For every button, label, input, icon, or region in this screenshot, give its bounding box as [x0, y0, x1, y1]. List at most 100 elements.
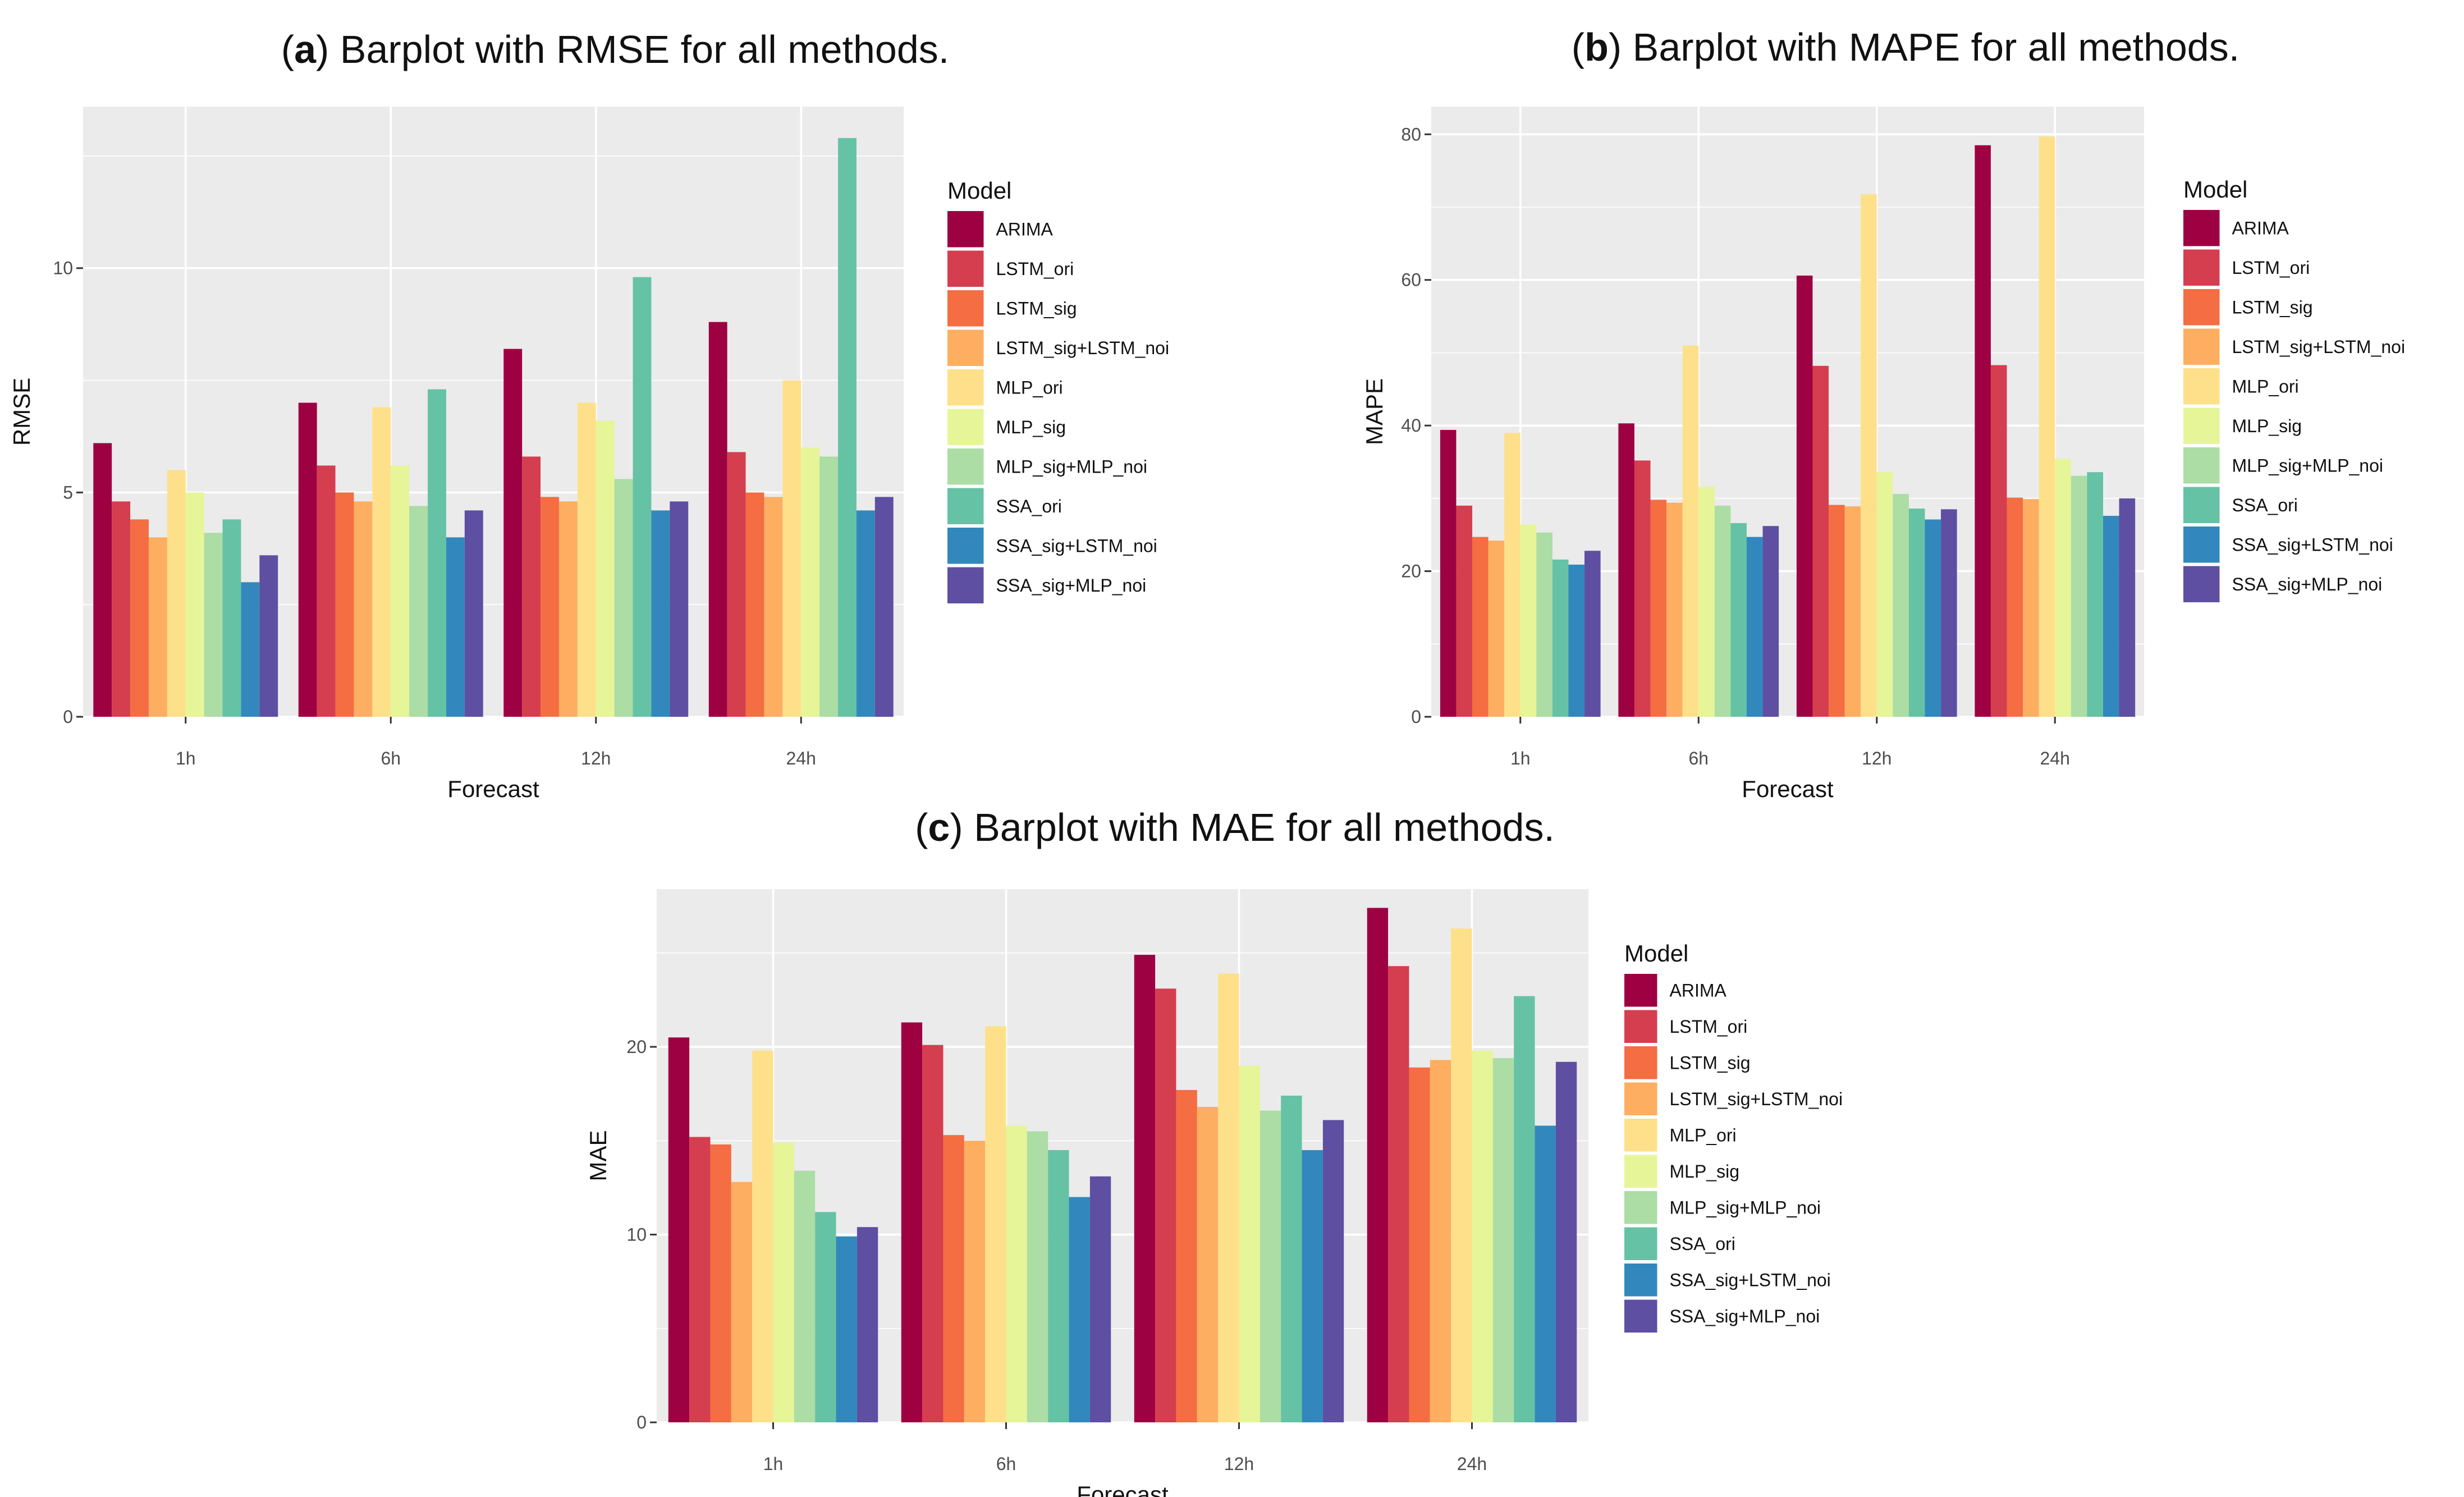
- legend-key-MLP_sig+MLP_noi: [947, 448, 984, 485]
- bar-SSA_ori-24h: [838, 138, 857, 717]
- legend-label: MLP_ori: [1670, 1125, 1737, 1145]
- bar-SSA_sig+MLP_noi-12h: [670, 501, 689, 717]
- chart-panel-c: (c) Barplot with MAE for all methods. 0 10…: [585, 805, 1843, 1497]
- legend-key-SSA_sig+LSTM_noi: [1624, 1263, 1657, 1297]
- legend-key-SSA_sig+MLP_noi: [1624, 1299, 1657, 1333]
- bar-SSA_sig+LSTM_noi-24h: [1535, 1125, 1556, 1422]
- bar-ARIMA-12h: [503, 349, 523, 717]
- x-axis-title: Forecast: [1742, 776, 1834, 802]
- legend-label: SSA_ori: [996, 496, 1062, 516]
- legend-key-LSTM_sig+LSTM_noi: [947, 329, 984, 366]
- legend-label: SSA_sig+MLP_noi: [1670, 1306, 1820, 1326]
- bar-LSTM_ori-6h: [922, 1045, 944, 1422]
- legend-label: SSA_sig+MLP_noi: [2232, 574, 2383, 594]
- x-tick-label: 6h: [1688, 748, 1709, 768]
- legend-key-MLP_ori: [1624, 1119, 1657, 1152]
- legend-title: Model: [1624, 940, 1688, 967]
- bar-SSA_sig+LSTM_noi-6h: [446, 537, 465, 717]
- bar-MLP_ori-12h: [577, 402, 596, 717]
- bar-LSTM_sig-12h: [541, 497, 559, 717]
- bar-MLP_ori-24h: [1451, 928, 1472, 1422]
- legend-key-LSTM_sig: [947, 290, 984, 327]
- bar-SSA_sig+LSTM_noi-12h: [1302, 1150, 1323, 1422]
- legend-key-ARIMA: [1624, 974, 1657, 1007]
- bar-LSTM_ori-12h: [1155, 988, 1176, 1422]
- bar-LSTM_sig+LSTM_noi-1h: [731, 1182, 753, 1422]
- bar-LSTM_ori-6h: [1634, 460, 1651, 717]
- bar-LSTM_ori-24h: [1388, 966, 1409, 1422]
- y-axis-title: MAE: [585, 1130, 611, 1181]
- legend-key-MLP_sig+MLP_noi: [2183, 447, 2220, 484]
- legend-key-LSTM_sig: [2183, 289, 2220, 326]
- legend-key-MLP_sig: [947, 409, 984, 445]
- bar-ARIMA-6h: [298, 402, 317, 717]
- bar-ARIMA-1h: [93, 443, 112, 717]
- bar-SSA_ori-24h: [2087, 472, 2103, 717]
- bar-LSTM_sig-6h: [1650, 500, 1667, 717]
- bar-LSTM_sig+LSTM_noi-12h: [1844, 506, 1861, 717]
- bar-SSA_ori-6h: [1730, 523, 1747, 717]
- chart-caption: (c) Barplot with MAE for all methods.: [915, 805, 1555, 849]
- bar-SSA_ori-12h: [1908, 509, 1925, 717]
- caption-prefix: (: [1572, 25, 1584, 69]
- bar-LSTM_ori-1h: [112, 501, 131, 717]
- legend-key-LSTM_sig+LSTM_noi: [2183, 328, 2220, 365]
- legend-label: MLP_ori: [2232, 376, 2299, 396]
- caption-prefix: (: [915, 805, 928, 849]
- legend-key-SSA_sig+MLP_noi: [2183, 566, 2220, 602]
- legend: Model ARIMA LSTM_ori LSTM_sig LSTM_sig+LSTM_…: [2183, 176, 2405, 602]
- bar-LSTM_sig+LSTM_noi-1h: [1488, 541, 1505, 717]
- y-tick-label: 0: [1411, 707, 1421, 727]
- legend-label: LSTM_ori: [2232, 258, 2310, 278]
- legend-key-MLP_ori: [2183, 368, 2220, 405]
- legend-label: ARIMA: [996, 219, 1054, 239]
- bar-SSA_ori-12h: [1281, 1095, 1302, 1422]
- bar-SSA_sig+MLP_noi-24h: [874, 497, 894, 717]
- caption-prefix: (: [281, 28, 294, 71]
- bar-SSA_sig+MLP_noi-24h: [2119, 498, 2136, 717]
- caption-text: ) Barplot with MAE for all methods.: [950, 805, 1555, 849]
- bar-LSTM_ori-6h: [317, 465, 336, 717]
- bar-SSA_sig+LSTM_noi-1h: [1568, 564, 1585, 717]
- legend-key-MLP_ori: [947, 369, 984, 406]
- caption-letter: a: [294, 28, 317, 71]
- bar-LSTM_sig-12h: [1176, 1089, 1197, 1422]
- bar-ARIMA-6h: [901, 1022, 923, 1422]
- bar-MLP_sig+MLP_noi-12h: [614, 479, 633, 717]
- x-tick-label: 12h: [1224, 1454, 1254, 1474]
- bar-MLP_ori-24h: [782, 380, 802, 717]
- bar-SSA_sig+LSTM_noi-12h: [651, 510, 670, 717]
- legend-key-ARIMA: [2183, 210, 2220, 246]
- x-tick-label: 1h: [763, 1454, 784, 1474]
- y-tick-label: 20: [626, 1037, 647, 1057]
- legend-key-SSA_ori: [947, 488, 984, 524]
- bar-MLP_sig+MLP_noi-6h: [409, 506, 428, 717]
- bar-LSTM_sig+LSTM_noi-1h: [148, 537, 167, 717]
- legend-label: MLP_sig: [2232, 416, 2302, 436]
- legend-title: Model: [2183, 176, 2247, 203]
- bar-LSTM_sig+LSTM_noi-24h: [1430, 1060, 1451, 1422]
- bar-MLP_ori-24h: [2039, 136, 2055, 717]
- bar-SSA_sig+LSTM_noi-1h: [241, 582, 260, 717]
- bar-SSA_sig+MLP_noi-24h: [1555, 1061, 1577, 1422]
- bar-SSA_sig+LSTM_noi-6h: [1069, 1197, 1090, 1422]
- x-tick-label: 12h: [1862, 748, 1891, 768]
- x-tick-label: 6h: [381, 748, 401, 768]
- bar-LSTM_sig-6h: [943, 1135, 964, 1422]
- legend-key-ARIMA: [947, 211, 984, 248]
- bar-MLP_ori-12h: [1861, 194, 1877, 717]
- bar-MLP_sig+MLP_noi-12h: [1260, 1110, 1281, 1422]
- bar-SSA_sig+LSTM_noi-24h: [2103, 515, 2119, 717]
- legend-title: Model: [947, 177, 1011, 204]
- bar-MLP_ori-1h: [167, 470, 186, 717]
- legend-label: LSTM_sig: [996, 298, 1077, 318]
- legend-key-LSTM_ori: [1624, 1010, 1657, 1043]
- bar-SSA_ori-6h: [428, 389, 446, 717]
- bar-SSA_sig+LSTM_noi-12h: [1925, 519, 1941, 717]
- y-tick-label: 40: [1401, 415, 1421, 436]
- bar-LSTM_ori-1h: [689, 1137, 711, 1422]
- bar-SSA_ori-1h: [222, 519, 241, 717]
- chart-caption: (a) Barplot with RMSE for all methods.: [281, 28, 949, 71]
- y-tick-label: 0: [63, 707, 73, 727]
